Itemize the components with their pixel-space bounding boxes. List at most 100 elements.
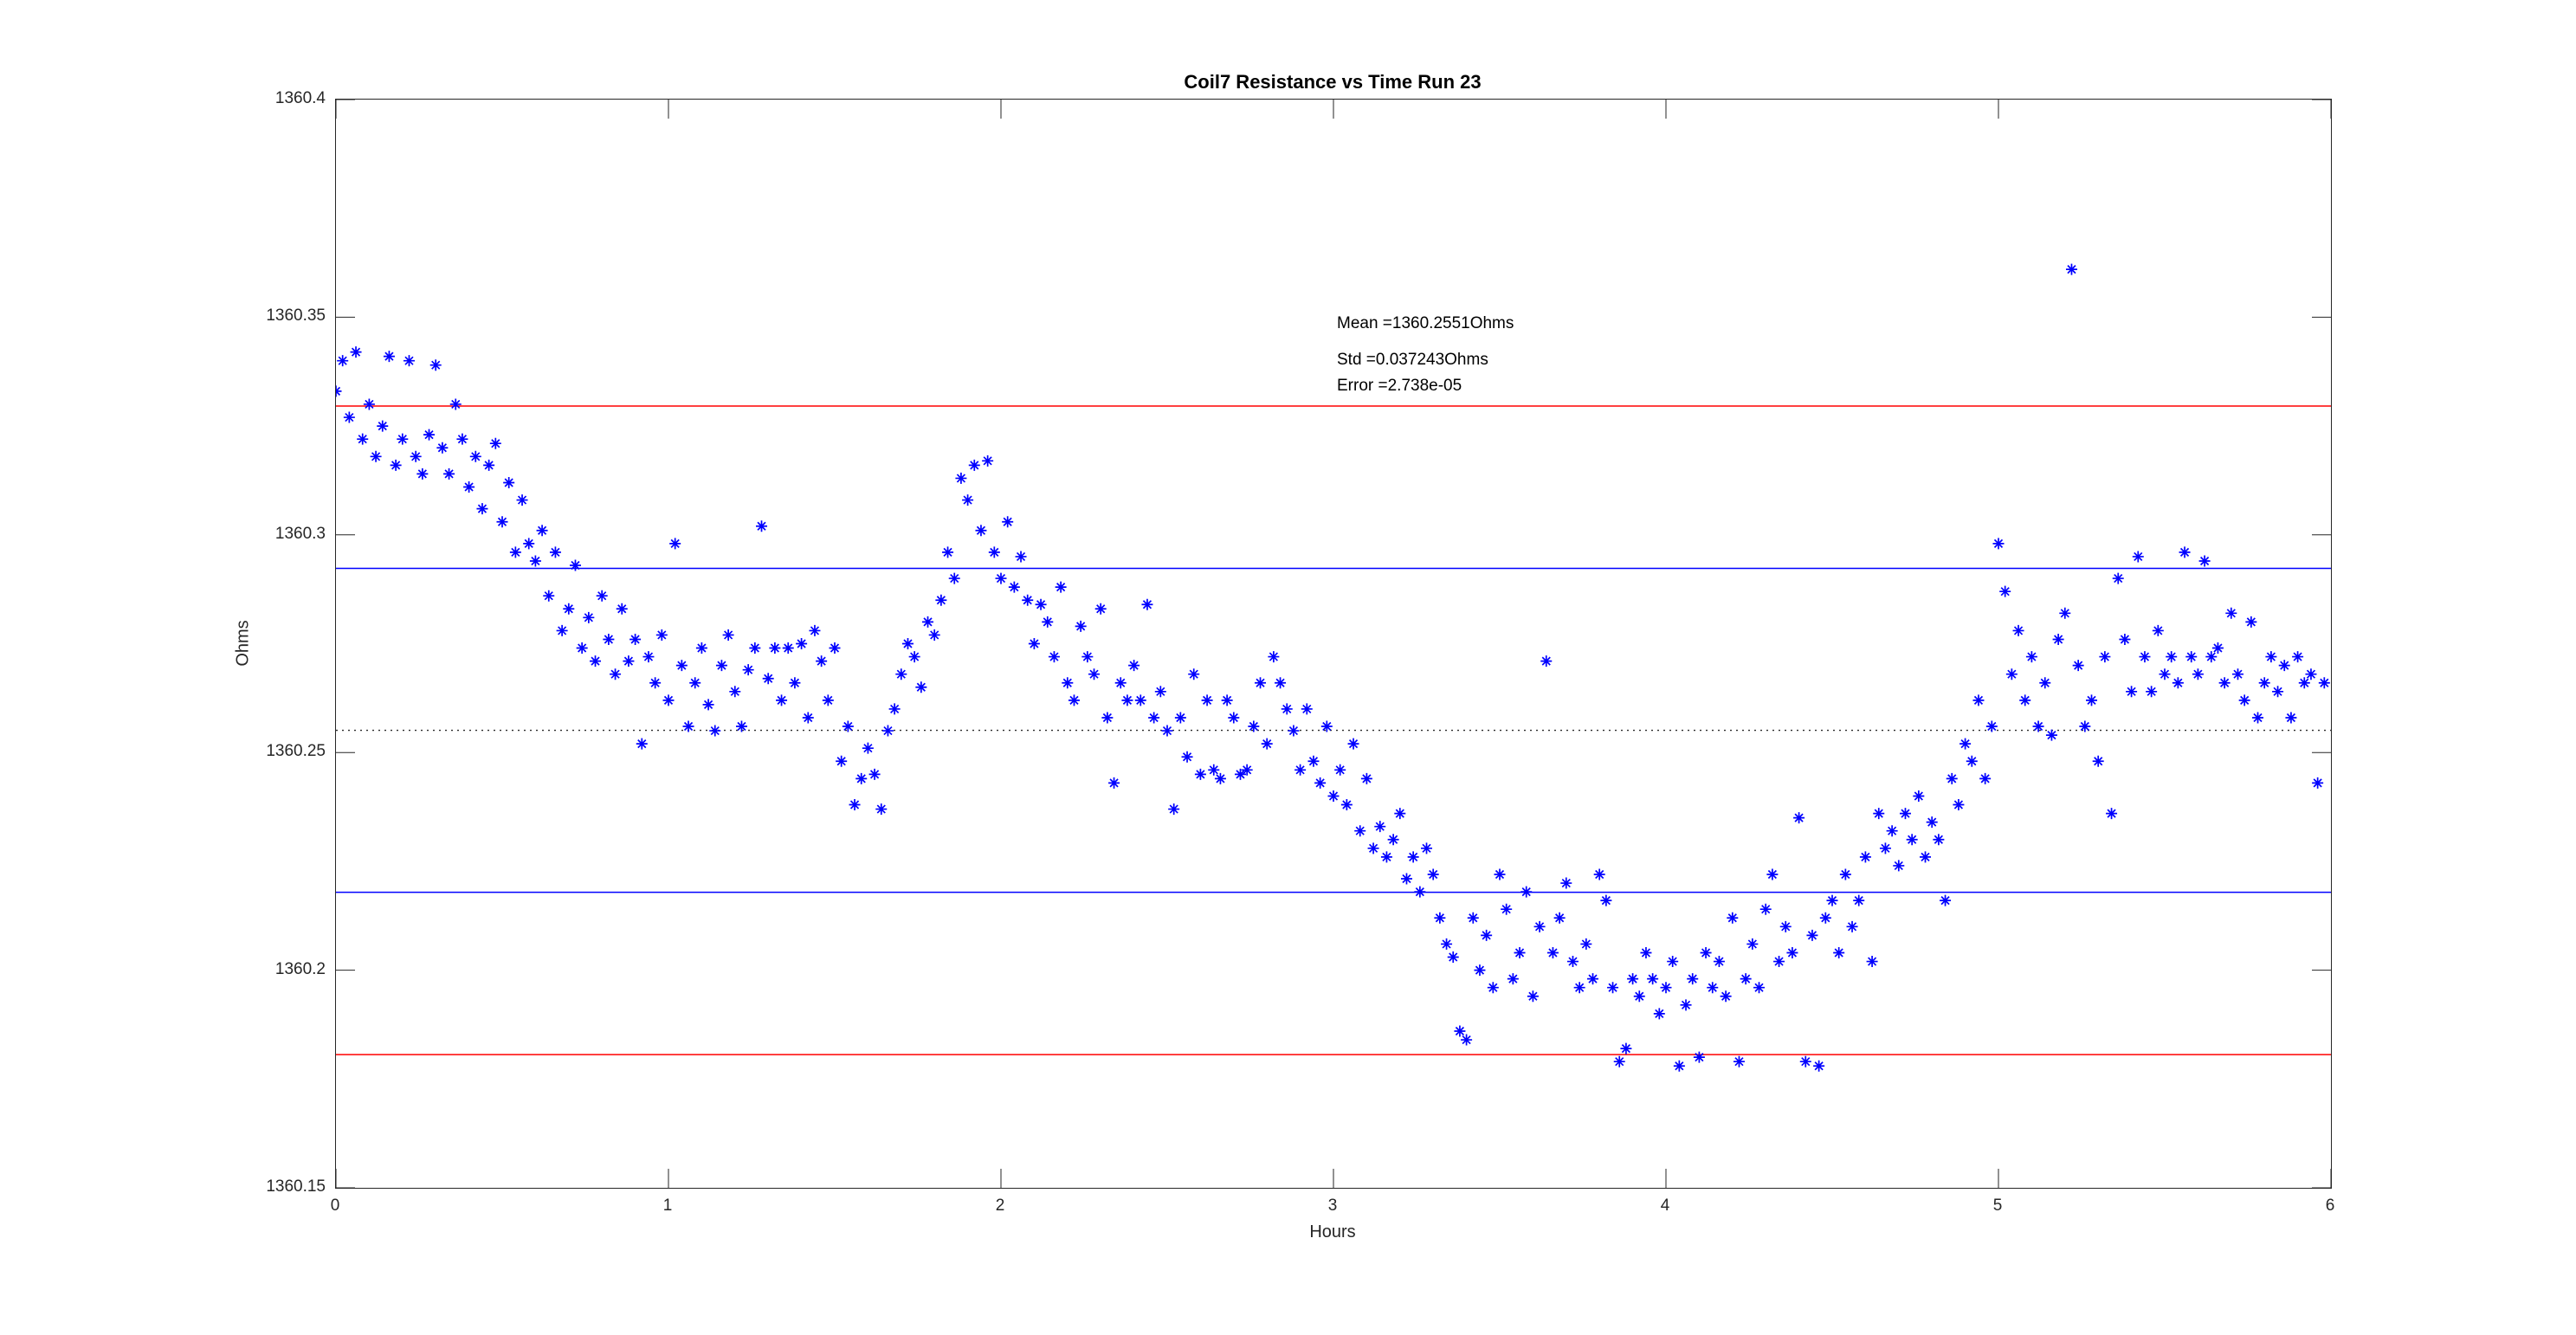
data-point-marker	[2092, 755, 2104, 767]
data-point-marker	[1607, 982, 1619, 994]
data-point-marker	[503, 476, 515, 488]
data-point-marker	[2106, 808, 2118, 820]
data-point-marker	[2119, 633, 2131, 645]
y-axis-label: Ohms	[233, 620, 253, 667]
data-point-marker	[1447, 951, 1459, 964]
data-point-marker	[2139, 651, 2151, 663]
data-point-marker	[1826, 894, 1838, 906]
data-point-marker	[1062, 677, 1074, 689]
data-point-marker	[1088, 668, 1101, 680]
data-point-marker	[782, 642, 794, 655]
data-point-marker	[1501, 903, 1513, 915]
data-point-marker	[769, 642, 781, 655]
data-point-marker	[1048, 651, 1060, 663]
data-point-marker	[469, 450, 481, 462]
data-point-marker	[1314, 777, 1327, 789]
data-point-marker	[2039, 677, 2051, 689]
data-point-marker	[888, 703, 901, 715]
data-point-marker	[935, 594, 947, 606]
data-point-marker	[1427, 868, 1439, 880]
data-point-marker	[1946, 772, 1958, 784]
data-point-marker	[410, 450, 422, 462]
data-point-marker	[1759, 903, 1772, 915]
data-point-marker	[2152, 624, 2164, 636]
data-point-marker	[2159, 668, 2171, 680]
data-point-marker	[875, 803, 888, 816]
data-point-marker	[1933, 834, 1945, 846]
data-point-marker	[816, 655, 828, 668]
data-point-marker	[1421, 842, 1433, 855]
x-tick-label: 1	[662, 1196, 673, 1215]
data-point-marker	[2218, 677, 2231, 689]
data-point-marker	[868, 768, 881, 780]
data-point-marker	[789, 677, 801, 689]
data-point-marker	[1334, 764, 1346, 776]
data-point-marker	[1647, 973, 1659, 985]
data-point-marker	[1288, 725, 1300, 737]
data-point-marker	[1075, 620, 1087, 632]
data-point-marker	[1733, 1055, 1745, 1067]
data-point-marker	[523, 538, 535, 550]
data-point-marker	[2238, 694, 2250, 706]
data-point-marker	[489, 437, 501, 449]
data-point-marker	[1494, 868, 1506, 880]
data-point-marker	[1680, 999, 1692, 1011]
data-point-marker	[1514, 946, 1526, 958]
data-point-marker	[1108, 777, 1120, 789]
data-point-marker	[1953, 799, 1965, 811]
data-point-marker	[2079, 720, 2091, 732]
data-point-marker	[1746, 938, 1759, 950]
data-point-marker	[1134, 694, 1146, 706]
data-point-marker	[1560, 877, 1572, 889]
data-point-marker	[1839, 868, 1851, 880]
data-point-marker	[2245, 616, 2257, 628]
data-point-marker	[1886, 825, 1898, 837]
data-point-marker	[1959, 738, 1972, 750]
data-point-marker	[1268, 651, 1280, 663]
data-point-marker	[922, 616, 934, 628]
data-point-marker	[675, 660, 688, 672]
data-point-marker	[855, 772, 868, 784]
data-point-marker	[536, 525, 548, 537]
data-point-marker	[1972, 694, 1985, 706]
data-point-marker	[895, 668, 907, 680]
data-point-marker	[682, 720, 694, 732]
data-point-marker	[1347, 738, 1359, 750]
data-point-marker	[1241, 764, 1253, 776]
data-point-marker	[2019, 694, 2031, 706]
data-point-marker	[629, 633, 642, 645]
data-point-marker	[1474, 964, 1486, 977]
data-point-marker	[1174, 712, 1186, 724]
data-point-marker	[1055, 581, 1067, 593]
data-point-marker	[363, 398, 375, 410]
data-point-marker	[2205, 651, 2218, 663]
data-point-marker	[1966, 755, 1978, 767]
data-point-marker	[1520, 886, 1533, 898]
data-point-marker	[1228, 712, 1240, 724]
data-point-marker	[416, 468, 429, 480]
data-point-marker	[881, 725, 894, 737]
data-point-marker	[1121, 694, 1133, 706]
data-point-marker	[1727, 912, 1739, 924]
data-point-marker	[509, 546, 521, 558]
data-point-marker	[483, 459, 495, 471]
data-point-marker	[2298, 677, 2310, 689]
data-point-marker	[1633, 990, 1645, 1003]
data-point-marker	[1188, 668, 1200, 680]
data-point-marker	[2198, 555, 2211, 567]
data-point-marker	[623, 655, 635, 668]
data-point-marker	[2272, 686, 2284, 698]
data-point-marker	[1042, 616, 1054, 628]
data-point-marker	[1793, 812, 1805, 824]
data-point-marker	[975, 525, 987, 537]
data-point-marker	[1467, 912, 1479, 924]
data-point-marker	[1035, 598, 1047, 610]
x-tick-label: 2	[995, 1196, 1005, 1215]
data-point-marker	[735, 720, 747, 732]
data-point-marker	[2185, 651, 2198, 663]
data-point-marker	[1407, 851, 1419, 863]
data-point-marker	[942, 546, 954, 558]
data-point-marker	[636, 738, 648, 750]
data-point-marker	[1859, 851, 1871, 863]
data-point-marker	[1022, 594, 1034, 606]
